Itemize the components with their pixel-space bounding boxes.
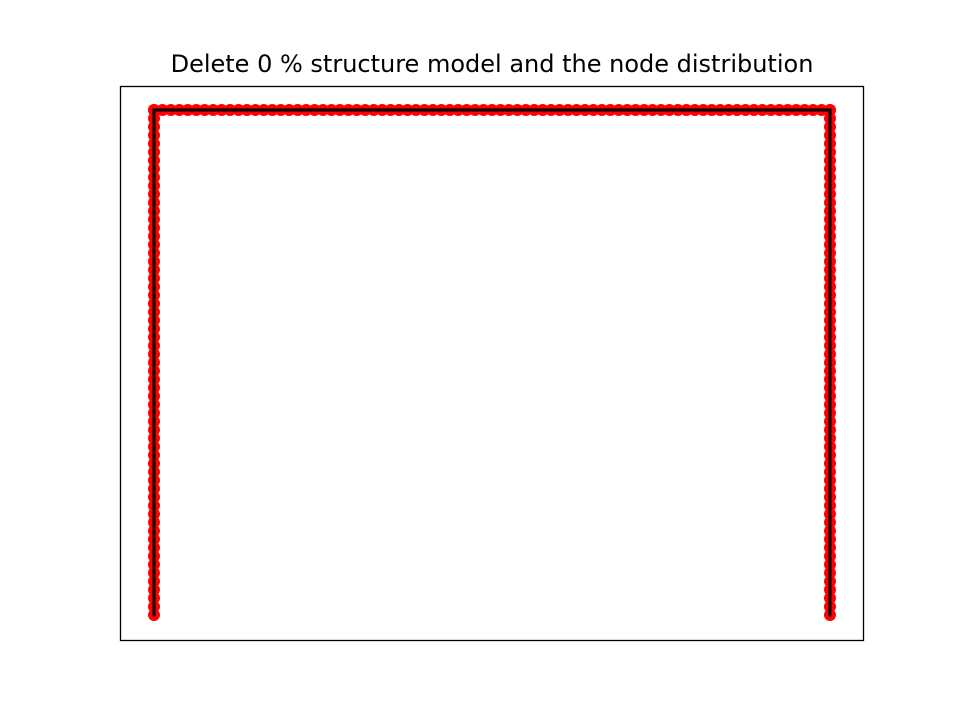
- axes-frame: [119, 85, 865, 642]
- figure-title: Delete 0 % structure model and the node …: [170, 50, 814, 78]
- members-layer: [152, 108, 832, 617]
- nodes-layer: [148, 104, 836, 621]
